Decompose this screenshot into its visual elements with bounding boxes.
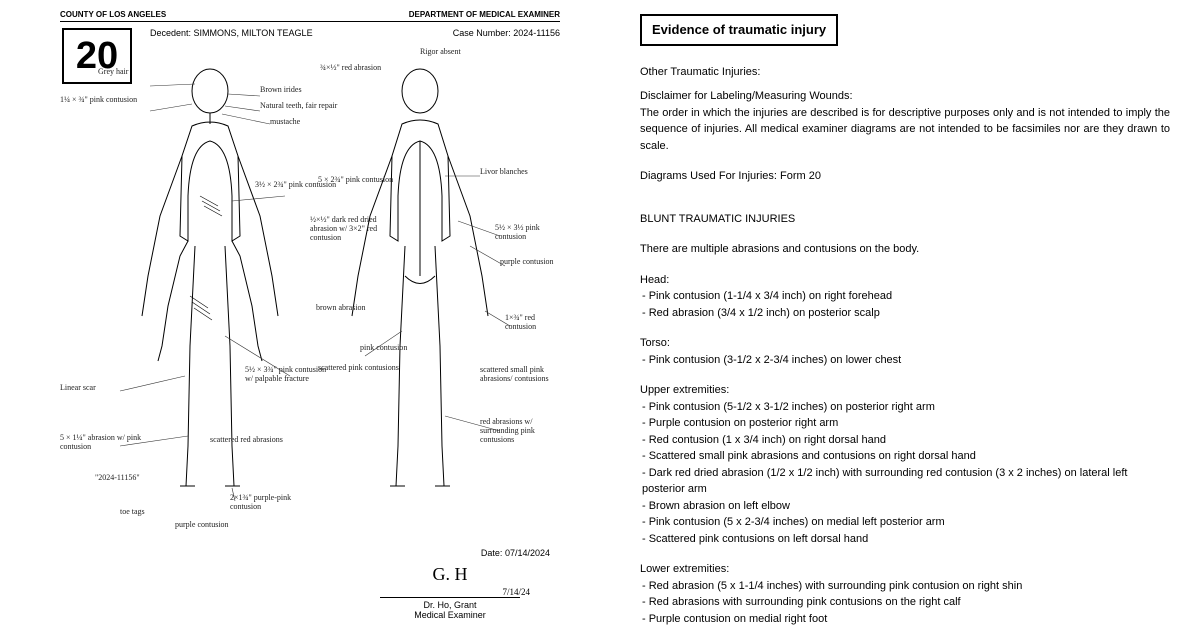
other-injuries-label: Other Traumatic Injuries: [640,64,1170,81]
annot-irides: Brown irides [260,86,302,95]
sig-date: 7/14/24 [350,587,550,597]
list-item: - Pink contusion (5-1/2 x 3-1/2 inches) … [642,399,1170,416]
decedent-field: Decedent: SIMMONS, MILTON TEAGLE [150,28,313,38]
head-label: Head: [640,272,1170,289]
signature-block: G. H 7/14/24 Dr. Ho, Grant Medical Exami… [350,564,550,620]
list-item: - Purple contusion on medial right foot [642,611,1170,628]
annot-livor: Livor blanches [480,168,528,177]
body-diagram-area: Rigor absent ¾×½" red abrasion Grey hair… [60,46,560,536]
annot-pinkp: pink contusion [360,344,407,353]
panel-divider [580,0,620,628]
list-item: - Scattered small pink abrasions and con… [642,448,1170,465]
annot-brown: brown abrasion [316,304,366,313]
list-item: - Red abrasions with surrounding pink co… [642,594,1170,611]
disclaimer-label: Disclaimer for Labeling/Measuring Wounds… [640,88,1170,105]
annot-scred: scattered red abrasions [210,436,283,445]
annot-teeth: Natural teeth, fair repair [260,102,337,111]
county-label: COUNTY OF LOS ANGELES [60,10,166,19]
annot-tag: "2024-11156" [95,474,140,483]
list-item: - Brown abrasion on left elbow [642,498,1170,515]
annot-scar: Linear scar [60,384,96,393]
annot-hand: 1×¾" red contusion [505,314,560,332]
head-list: - Pink contusion (1-1/4 x 3/4 inch) on r… [640,288,1170,321]
case-field: Case Number: 2024-11156 [453,28,560,38]
examiner-name: Dr. Ho, Grant [350,600,550,610]
examiner-title: Medical Examiner [350,610,550,620]
report-panel: Evidence of traumatic injury Other Traum… [620,0,1200,628]
annot-arml2: ½×½" dark red dried abrasion w/ 3×2" red… [310,216,400,242]
annot-pfoot: purple contusion [175,521,229,530]
annot-scalp: ¾×½" red abrasion [320,64,381,73]
evidence-title: Evidence of traumatic injury [640,14,838,46]
annot-scp: scattered pink contusions [318,364,399,373]
list-item: - Red abrasion (5 x 1-1/4 inches) with s… [642,578,1170,595]
annot-pp: 2×1¾" purple-pink contusion [230,494,320,512]
list-item: - Pink contusion (1-1/4 x 3/4 inch) on r… [642,288,1170,305]
form-header: COUNTY OF LOS ANGELES DEPARTMENT OF MEDI… [60,10,560,22]
form-date: Date: 07/14/2024 [481,548,550,558]
list-item: - Scattered pink contusions on left dors… [642,531,1170,548]
body-diagram-form: COUNTY OF LOS ANGELES DEPARTMENT OF MEDI… [0,0,580,628]
annot-forehead: 1¼ × ¾" pink contusion [60,96,137,105]
blunt-heading: BLUNT TRAUMATIC INJURIES [640,211,1170,228]
list-item: - Red contusion (1 x 3/4 inch) on right … [642,432,1170,449]
list-item: - Red abrasion (3/4 x 1/2 inch) on poste… [642,305,1170,322]
list-item: - Dark red dried abrasion (1/2 x 1/2 inc… [642,465,1170,498]
disclaimer-text: The order in which the injuries are desc… [640,105,1170,155]
upper-label: Upper extremities: [640,382,1170,399]
signature: G. H [350,564,550,585]
list-item: - Pink contusion (5 x 2-3/4 inches) on m… [642,514,1170,531]
meta-row: Decedent: SIMMONS, MILTON TEAGLE Case Nu… [60,26,560,40]
annot-calf: red abrasions w/ surrounding pink contus… [480,418,560,444]
dept-label: DEPARTMENT OF MEDICAL EXAMINER [409,10,560,19]
lower-list: - Red abrasion (5 x 1-1/4 inches) with s… [640,578,1170,628]
annot-purple: purple contusion [500,258,554,267]
list-item: - Pink contusion (3-1/2 x 2-3/4 inches) … [642,352,1170,369]
intro-line: There are multiple abrasions and contusi… [640,241,1170,258]
diagrams-line: Diagrams Used For Injuries: Form 20 [640,168,1170,185]
body-outline-svg [60,46,560,536]
annot-schand: scattered small pink abrasions/ contusio… [480,366,560,384]
annot-shin: 5 × 1¼" abrasion w/ pink contusion [60,434,150,452]
annot-grey: Grey hair [98,68,128,77]
annot-toe: toe tags [120,508,145,517]
lower-label: Lower extremities: [640,561,1170,578]
annot-postarm: 5½ × 3½ pink contusion [495,224,560,242]
list-item: - Purple contusion on posterior right ar… [642,415,1170,432]
upper-list: - Pink contusion (5-1/2 x 3-1/2 inches) … [640,399,1170,548]
torso-label: Torso: [640,335,1170,352]
annot-arml: 5 × 2¾" pink contusion [318,176,393,185]
torso-list: - Pink contusion (3-1/2 x 2-3/4 inches) … [640,352,1170,369]
annot-rigor: Rigor absent [420,48,461,57]
annot-mustache: mustache [270,118,300,127]
